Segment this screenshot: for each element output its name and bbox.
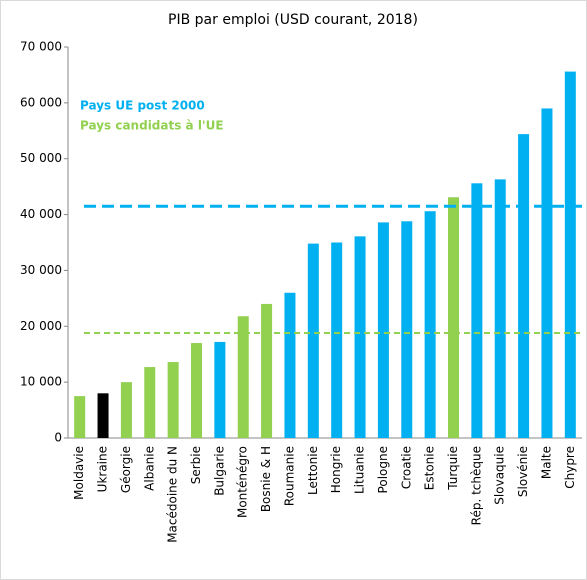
bar: [564, 71, 576, 438]
y-tick-label: 70 000: [20, 40, 62, 54]
y-tick-label: 50 000: [20, 151, 62, 165]
bar: [377, 222, 389, 438]
x-tick-label: Hongrie: [329, 446, 343, 493]
bar: [167, 362, 179, 438]
bar: [120, 382, 132, 438]
bar: [261, 303, 273, 438]
x-tick-label: Moldavie: [72, 446, 86, 500]
x-tick-label: Lettonie: [306, 446, 320, 495]
bar: [518, 134, 530, 438]
legend-label: Pays UE post 2000: [80, 99, 205, 113]
x-tick-label: Serbie: [189, 446, 203, 484]
bar: [214, 341, 226, 438]
x-tick-label: Bosnie & H: [259, 446, 273, 512]
y-tick-label: 20 000: [20, 319, 62, 333]
bar: [74, 396, 86, 438]
x-tick-label: Estonie: [423, 446, 437, 490]
bar: [471, 183, 483, 438]
x-tick-label: Slovénie: [516, 446, 530, 497]
x-tick-label: Croatie: [399, 446, 413, 489]
x-tick-label: Albanie: [142, 446, 156, 491]
x-tick-label: Pologne: [376, 446, 390, 493]
bar: [237, 316, 249, 438]
legend-label: Pays candidats à l'UE: [80, 119, 224, 133]
y-tick-label: 30 000: [20, 263, 62, 277]
y-tick-label: 0: [54, 431, 62, 445]
bar: [97, 393, 109, 438]
x-tick-label: Turquie: [446, 446, 460, 491]
bar: [307, 243, 319, 438]
bar: [494, 179, 506, 439]
bar: [331, 242, 343, 438]
bar: [284, 292, 296, 438]
x-tick-label: Ukraine: [96, 446, 110, 492]
x-tick-label: Slovaquie: [493, 446, 507, 505]
x-tick-label: Chypre: [563, 446, 577, 489]
y-tick-label: 40 000: [20, 207, 62, 221]
bar: [448, 197, 459, 438]
x-tick-label: Géorgie: [119, 446, 133, 493]
bar: [401, 221, 413, 438]
bar: [354, 236, 366, 438]
legend-box: [72, 90, 372, 148]
x-tick-label: Malte: [539, 446, 553, 479]
x-tick-label: Roumanie: [282, 446, 296, 506]
bar: [191, 343, 202, 438]
x-tick-label: Rép. tchèque: [469, 446, 483, 525]
y-tick-label: 60 000: [20, 95, 62, 109]
y-tick-label: 10 000: [20, 375, 62, 389]
x-tick-label: Monténégro: [236, 446, 250, 518]
chart-title: PIB par emploi (USD courant, 2018): [168, 12, 418, 28]
bar: [424, 211, 436, 438]
bar: [144, 367, 156, 438]
bar: [541, 108, 553, 438]
x-tick-label: Macédoine du N: [166, 446, 180, 543]
x-tick-label: Lituanie: [353, 446, 367, 494]
x-tick-label: Bulgarie: [212, 446, 226, 496]
